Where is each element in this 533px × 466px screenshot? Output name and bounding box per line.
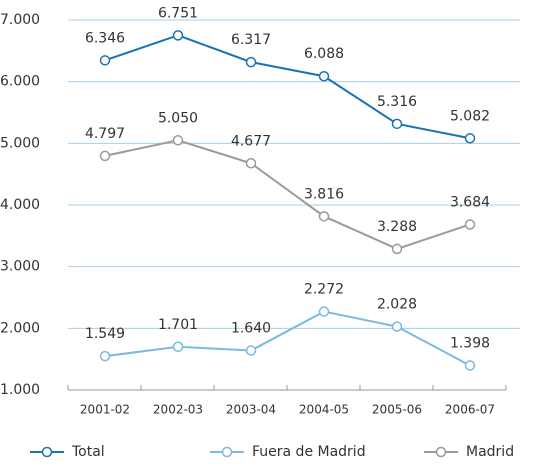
data-label: 6.751 [158,5,198,21]
data-label: 4.677 [231,133,271,149]
point [245,345,257,356]
point [464,133,476,144]
data-label: 3.684 [450,194,490,210]
data-label: 3.288 [377,219,417,235]
y-tick-label: 1.000 [0,382,40,398]
point [391,321,403,332]
data-label: 1.640 [231,321,271,337]
point [99,350,111,362]
data-label: 5.082 [450,108,490,124]
y-tick-label: 7.000 [0,12,40,28]
point [464,219,476,230]
line [104,34,471,140]
point [172,135,184,146]
point [464,360,476,371]
legend-label: Total [71,444,105,460]
point [318,70,330,82]
y-tick-label: 2.000 [0,320,40,336]
x-tick-label: 2006-07 [445,403,495,417]
data-label: 6.346 [85,30,125,46]
point [245,158,257,169]
point [318,306,330,317]
y-tick-label: 3.000 [0,259,40,275]
data-label: 3.816 [304,186,344,202]
legend-marker [41,446,53,458]
point [99,150,111,162]
point [172,341,184,353]
x-tick-label: 2002-03 [153,403,203,417]
point [172,30,184,41]
data-label: 1.701 [158,317,198,333]
data-label: 2.272 [304,282,344,298]
line [104,310,471,367]
x-tick-label: 2005-06 [372,403,422,417]
data-label: 6.088 [304,46,344,62]
x-tick-label: 2003-04 [226,403,276,417]
legend-marker [435,446,447,458]
data-label: 5.316 [377,94,417,110]
point [391,243,403,255]
data-label: 1.398 [450,335,490,351]
data-label: 5.050 [158,110,198,126]
point [318,211,330,222]
point [245,56,257,68]
legend-label: Fuera de Madrid [252,444,366,460]
line [104,139,471,250]
point [391,118,403,130]
y-tick-label: 5.000 [0,135,40,151]
x-tick-label: 2004-05 [299,403,349,417]
y-tick-label: 6.000 [0,74,40,90]
data-label: 6.317 [231,32,271,48]
y-tick-label: 4.000 [0,197,40,213]
data-label: 4.797 [85,126,125,142]
point [99,55,111,66]
legend-marker [221,446,233,458]
legend-label: Madrid [466,444,514,460]
data-label: 1.549 [85,326,125,342]
x-tick-label: 2001-02 [80,403,130,417]
data-label: 2.028 [377,297,417,313]
